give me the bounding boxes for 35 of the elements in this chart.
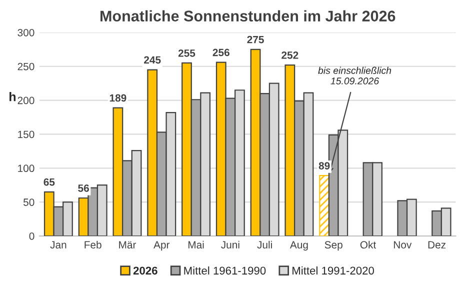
y-axis-title: h: [10, 92, 16, 102]
data-label: 56: [78, 184, 89, 192]
legend-label: Mittel 1961-1990: [184, 266, 266, 275]
data-label: 252: [282, 52, 298, 59]
data-label: 275: [247, 36, 264, 44]
legend-label: 2026: [133, 266, 158, 275]
y-tick-label: 200: [18, 96, 34, 104]
x-tick-label: Jan: [50, 241, 66, 249]
data-label: 256: [212, 48, 230, 56]
x-tick-label: Aug: [290, 241, 308, 251]
x-tick-label: Feb: [84, 240, 102, 249]
y-tick-label: 250: [18, 62, 34, 70]
bar: [319, 175, 330, 236]
y-tick-label: 150: [18, 130, 34, 138]
y-tick-label: 0: [29, 232, 34, 240]
x-tick-label: Juni: [221, 240, 240, 249]
x-tick-label: Dez: [428, 241, 446, 249]
data-label: 89: [318, 162, 330, 170]
x-tick-label: Nov: [394, 241, 412, 249]
data-label: 255: [178, 49, 196, 57]
annotation: bis einschließlich 15.09.2026: [318, 66, 392, 84]
x-tick-label: Sep: [324, 241, 342, 251]
y-tick-label: 300: [18, 28, 34, 36]
x-tick-label: Mär: [119, 241, 136, 249]
data-label: 245: [144, 56, 161, 64]
y-tick-label: 50: [23, 198, 34, 206]
y-tick-label: 100: [18, 164, 34, 172]
x-tick-label: Mai: [188, 240, 204, 249]
x-tick-label: Juli: [257, 240, 272, 249]
chart-title: Monatliche Sonnenstunden im Jahr 2026: [100, 10, 396, 22]
data-label: 189: [110, 94, 126, 102]
x-tick-label: Apr: [154, 241, 170, 251]
legend-label: Mittel 1991-2020: [292, 266, 374, 275]
x-tick-label: Okt: [360, 240, 376, 249]
data-label: 65: [44, 178, 55, 186]
